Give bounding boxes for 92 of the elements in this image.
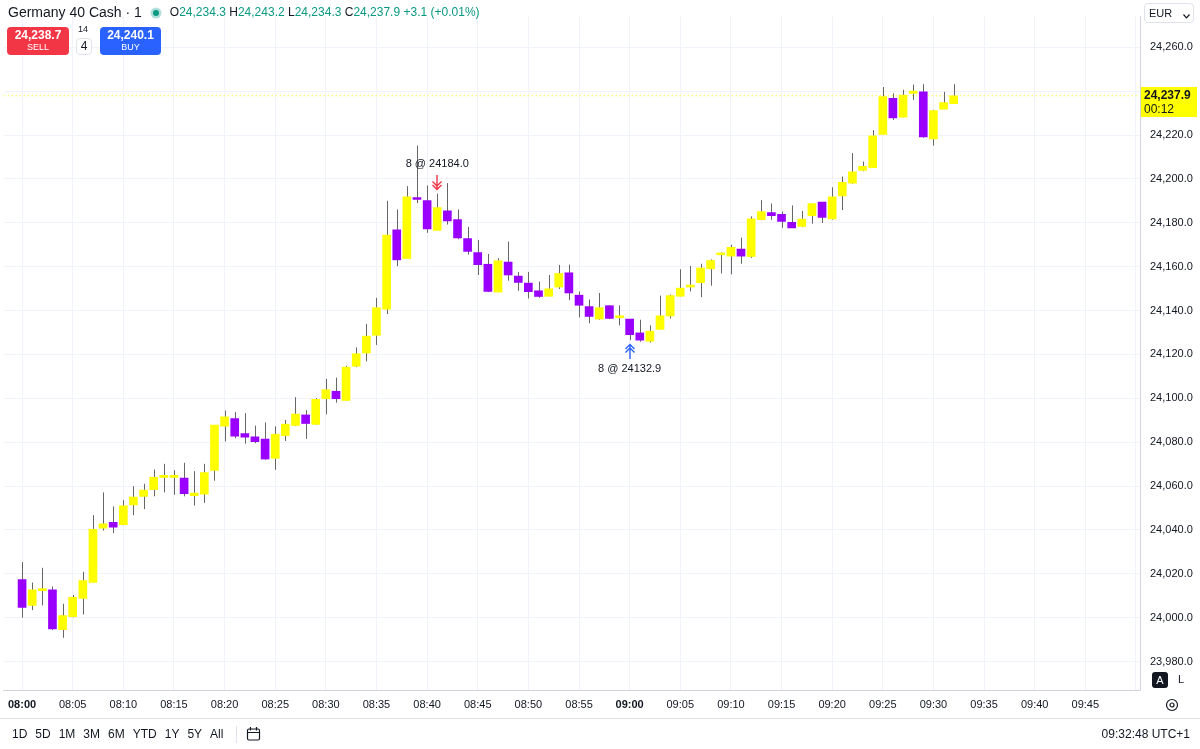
text: 5D [35,727,51,741]
x-tick-label: 09:00 [615,697,644,710]
y-tick-label: 24,100.0 [1150,391,1193,404]
buy-button: 24,240.1 BUY [100,27,161,55]
candlestick [513,271,523,292]
x-tick-label: 09:15 [767,697,796,710]
candlestick [817,201,827,224]
candlestick [655,295,665,330]
text: 09:32:48 UTC+1 [1101,727,1190,741]
auto-scale-button: A [1152,672,1168,688]
candlestick [827,186,837,221]
annotation: BUY [120,41,141,53]
x-tick-label: 08:40 [413,697,441,710]
sell-button: 24,238.7 SELL [7,27,69,55]
annotation: 8 @ 24132.9 [598,362,662,375]
x-tick-label: 09:35 [970,697,998,710]
x-tick-label: 09:30 [919,697,948,710]
candlestick [584,299,594,324]
x-tick-label: 08:20 [210,697,239,710]
text: All [210,727,224,741]
y-tick-label: 24,160.0 [1150,259,1193,272]
candlestick [554,264,564,290]
x-tick-label: 08:35 [362,697,391,710]
candlestick [463,226,472,256]
chart-title: Germany 40 Cash · 1 [8,4,142,20]
text: EUR [1149,7,1173,19]
text: 1D [12,727,28,741]
x-tick-label: 09:45 [1071,697,1100,710]
text: L [1178,673,1185,685]
x-tick-label: 08:30 [312,697,340,710]
candlestick [473,239,483,276]
y-tick-label: 24,060.0 [1150,479,1193,492]
text: 1Y [164,727,180,741]
candlestick [129,485,138,516]
annotation: 24,240.1 [106,28,155,42]
candlestick [139,483,148,510]
x-tick-label: 09:20 [818,697,846,710]
annotation: 14 [78,24,89,34]
y-tick-label: 24,220.0 [1150,128,1193,141]
candlestick [169,469,179,496]
annotation: SELL [26,41,50,53]
x-tick-label: 08:55 [565,697,593,710]
candlestick [574,290,584,318]
x-tick-label: 08:25 [261,697,290,710]
candlestick [321,378,331,415]
x-tick-label: 08:00 [8,697,37,710]
candlestick [807,202,817,225]
candlestick [716,252,726,274]
text: O24,234.3 H24,243.2 L24,234.3 C24,237.9 +3.1 (+0.01%) [169,5,480,19]
candlestick [179,462,189,497]
candlestick [888,92,898,121]
candlestick [594,292,604,321]
candlestick [331,377,341,404]
candlestick [301,409,310,440]
x-tick-label: 08:50 [514,697,543,710]
candlestick [544,274,553,297]
y-tick-label: 23,980.0 [1150,654,1193,667]
y-tick-label: 24,000.0 [1150,610,1193,623]
y-tick-label: 24,040.0 [1150,522,1193,535]
spread-box: 4 [76,38,92,55]
candlestick [230,411,240,439]
candlestick [432,193,442,231]
candlestick [119,499,128,526]
x-tick-label: 08:05 [58,697,87,710]
text: 3M [83,727,101,741]
y-tick-label: 24,260.0 [1150,40,1193,53]
x-tick-label: 08:45 [463,697,492,710]
text: YTD [132,727,157,741]
x-tick-label: 09:05 [666,697,695,710]
y-tick-label: 24,080.0 [1150,435,1193,448]
text: 5Y [187,727,203,741]
candlestick [108,505,118,534]
x-tick-label: 08:15 [160,697,188,710]
candlestick [615,304,624,326]
y-tick-label: 24,020.0 [1150,566,1193,579]
candlestick [362,323,371,362]
candlestick [564,264,574,301]
text: 6M [108,727,125,741]
y-tick-label: 24,180.0 [1150,215,1193,228]
candlestick [675,268,685,297]
ref-line-label: 24,237.9 [1144,87,1192,102]
text: 1M [58,727,76,741]
x-tick-label: 09:10 [717,697,745,710]
x-tick-label: 09:25 [869,697,897,710]
x-tick-label: 08:10 [109,697,138,710]
text: 00:12 [1144,101,1176,116]
y-tick-label: 24,200.0 [1150,171,1193,184]
x-tick-label: 09:40 [1020,697,1049,710]
y-tick-label: 24,140.0 [1150,303,1193,316]
candlestick [787,204,797,229]
y-tick-label: 24,120.0 [1150,347,1193,360]
annotation: 24,238.7 [13,28,63,42]
